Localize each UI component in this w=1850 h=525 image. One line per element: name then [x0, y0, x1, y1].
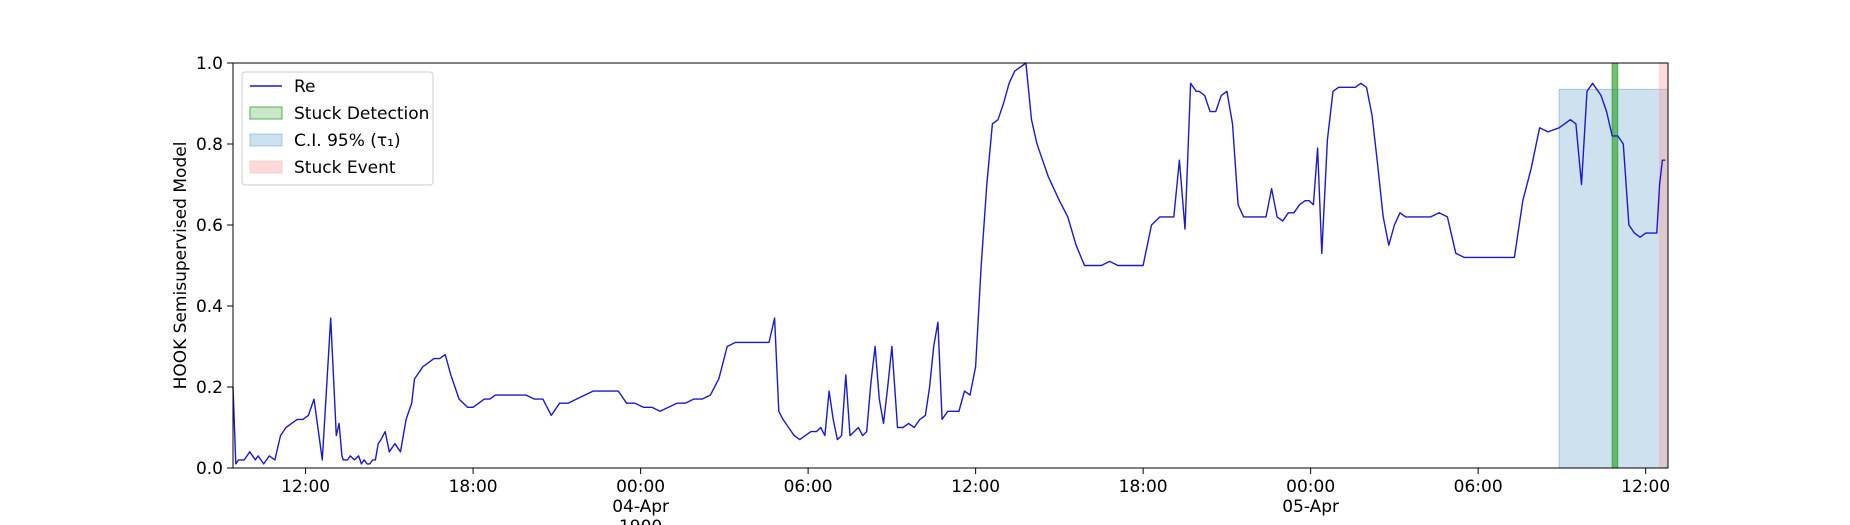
- x-tick-label: 04-Apr: [612, 497, 669, 517]
- plot-frame: [232, 62, 1669, 469]
- x-tick-label: 18:00: [449, 477, 498, 497]
- x-tick-label: 06:00: [784, 477, 833, 497]
- legend-swatch-ci: [249, 133, 283, 147]
- y-tick-label: 1.0: [196, 54, 223, 74]
- x-tick-label: 12:00: [281, 477, 330, 497]
- x-tick-label: 18:00: [1119, 477, 1168, 497]
- x-tick-label: 06:00: [1454, 477, 1503, 497]
- legend: Re Stuck Detection C.I. 95% (τ₁) Stuck Even…: [241, 71, 434, 186]
- x-tick-label: 05-Apr: [1282, 497, 1339, 517]
- legend-swatch-stuck-detection: [249, 106, 283, 120]
- legend-box: [241, 71, 434, 186]
- y-tick-label: 0.0: [196, 459, 223, 479]
- legend-swatch-stuck-event: [249, 160, 283, 174]
- x-tick-label: 00:00: [616, 477, 665, 497]
- span-stuck-detection: [1611, 62, 1619, 469]
- x-tick-label: 1900: [619, 517, 662, 525]
- y-tick-label: 0.2: [196, 378, 223, 398]
- legend-label-ci: C.I. 95% (τ₁): [294, 131, 401, 151]
- y-axis-label: HOOK Semisupervised Model: [171, 142, 191, 390]
- x-tick-label: 12:00: [951, 477, 1000, 497]
- x-tick-label: 12:00: [1621, 477, 1670, 497]
- legend-label-stuck-event: Stuck Event: [294, 158, 396, 178]
- y-tick-label: 0.4: [196, 297, 223, 317]
- y-tick-label: 0.6: [196, 216, 223, 236]
- axes-layer: 0.00.20.40.60.81.012:0018:0000:0004-Apr1…: [196, 54, 1670, 525]
- span-layer: [1558, 62, 1669, 469]
- y-tick-label: 0.8: [196, 135, 223, 155]
- series-line-re: [232, 62, 1666, 465]
- series-layer: [232, 62, 1666, 465]
- legend-label-stuck-detection: Stuck Detection: [294, 104, 429, 124]
- span-stuck-event: [1659, 62, 1669, 469]
- x-tick-label: 00:00: [1286, 477, 1335, 497]
- legend-label-re: Re: [294, 77, 316, 97]
